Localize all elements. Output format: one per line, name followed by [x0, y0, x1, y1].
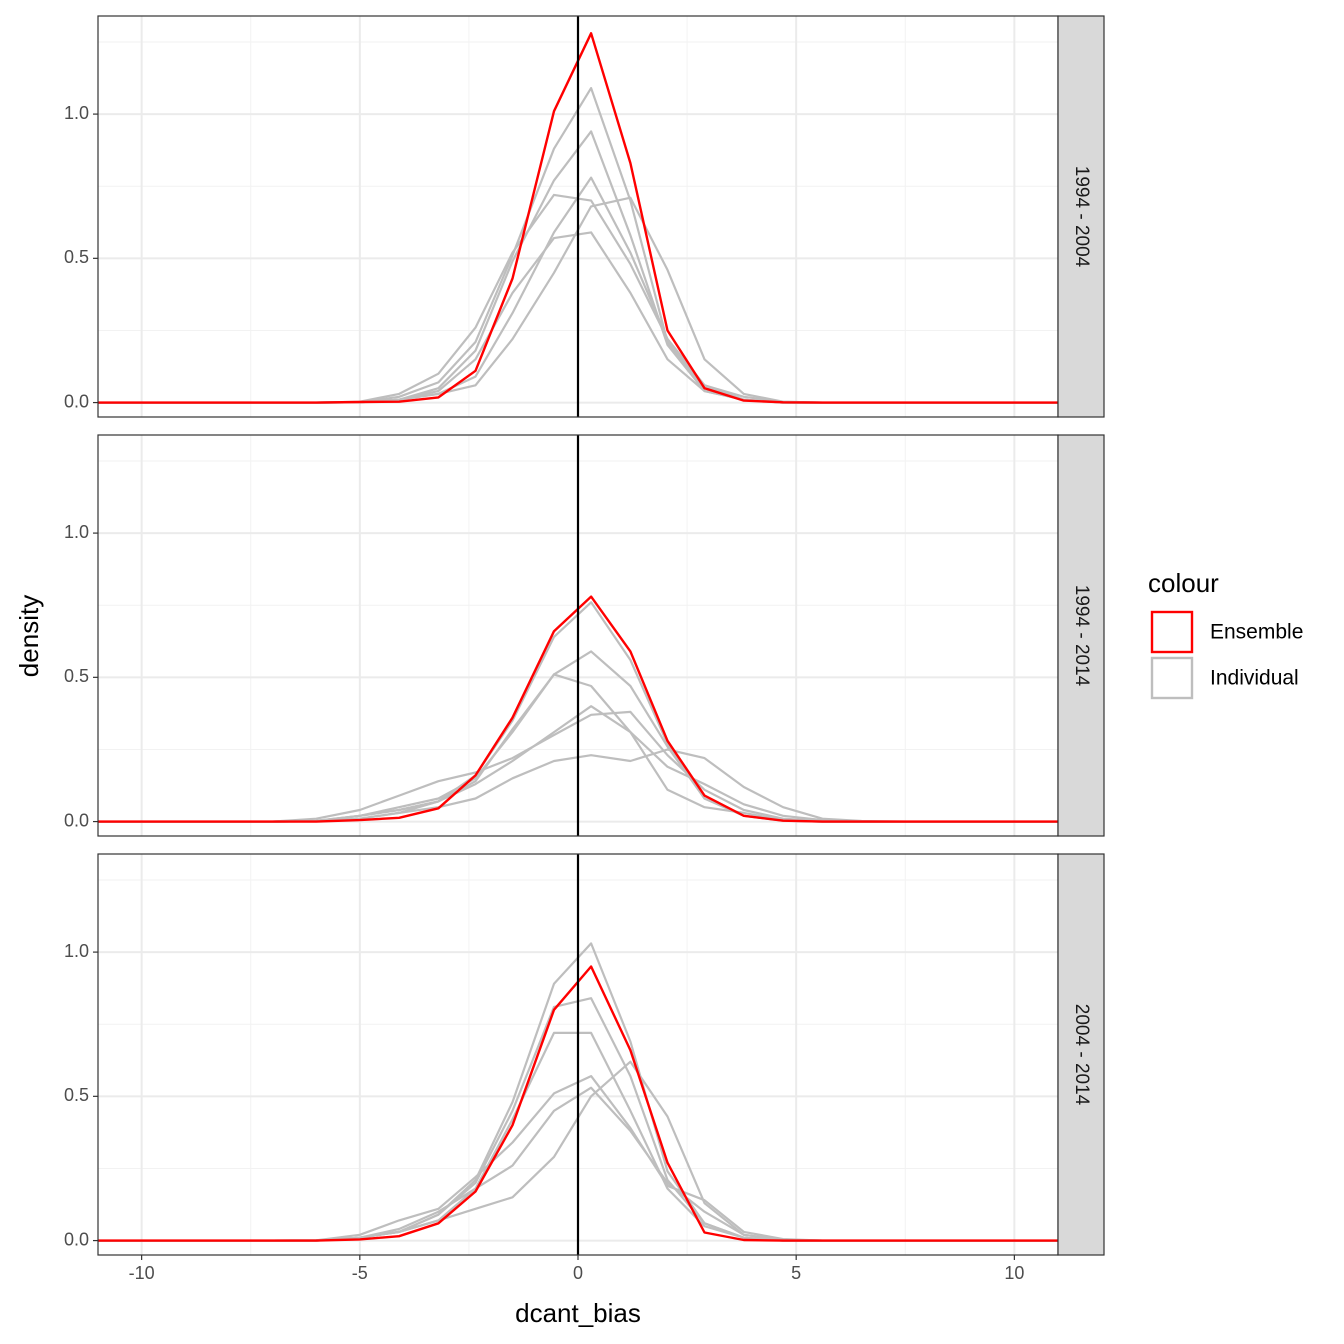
facet-strip [1057, 434, 1105, 837]
y-tick-label: 0.5 [64, 666, 89, 686]
x-tick-label: 0 [573, 1263, 583, 1283]
facet-strip [1057, 853, 1105, 1256]
ensemble-line [98, 965, 1058, 1242]
facet-panel-1: 1994 - 2004 0.0 0.5 1.0 [64, 15, 1105, 418]
y-tick-label: 0.0 [64, 1229, 89, 1249]
facet-strip-label: 2004 - 2014 [1071, 1004, 1092, 1106]
facet-strip-label: 1994 - 2014 [1071, 585, 1092, 687]
y-axis-title: density [14, 595, 44, 677]
legend-key-ensemble [1150, 610, 1194, 654]
facet-panel-2: 1994 - 2014 0.0 0.5 1.0 [64, 434, 1105, 837]
ensemble-line [98, 595, 1058, 823]
legend-items: Ensemble Individual [1150, 610, 1303, 700]
facet-panel-3: 2004 - 2014 0.0 0.5 1.0 [64, 853, 1105, 1256]
x-tick-label: 5 [791, 1263, 801, 1283]
legend-label-ensemble: Ensemble [1210, 621, 1303, 644]
y-tick-label: 0.0 [64, 391, 89, 411]
x-tick-label: 10 [1004, 1263, 1024, 1283]
ensemble-line [98, 32, 1058, 404]
legend-label-individual: Individual [1210, 667, 1299, 690]
x-axis: -10 -5 0 5 10 [129, 1255, 1024, 1283]
y-tick-label: 1.0 [64, 103, 89, 123]
facet-panels: 1994 - 2004 0.0 0.5 1.0 1994 - 2014 0.0 0.5 1.0… [64, 15, 1105, 1283]
facet-strip [1057, 15, 1105, 418]
legend-key-individual [1150, 656, 1194, 700]
x-tick-label: -5 [352, 1263, 368, 1283]
legend-title: colour [1148, 568, 1219, 598]
y-tick-label: 0.0 [64, 810, 89, 830]
x-tick-label: -10 [129, 1263, 155, 1283]
y-tick-label: 1.0 [64, 522, 89, 542]
facet-strip-label: 1994 - 2004 [1071, 166, 1092, 268]
y-tick-label: 0.5 [64, 1085, 89, 1105]
y-tick-label: 1.0 [64, 941, 89, 961]
y-tick-label: 0.5 [64, 247, 89, 267]
legend: colour Ensemble Individual [1148, 568, 1303, 700]
x-axis-title: dcant_bias [515, 1298, 641, 1328]
